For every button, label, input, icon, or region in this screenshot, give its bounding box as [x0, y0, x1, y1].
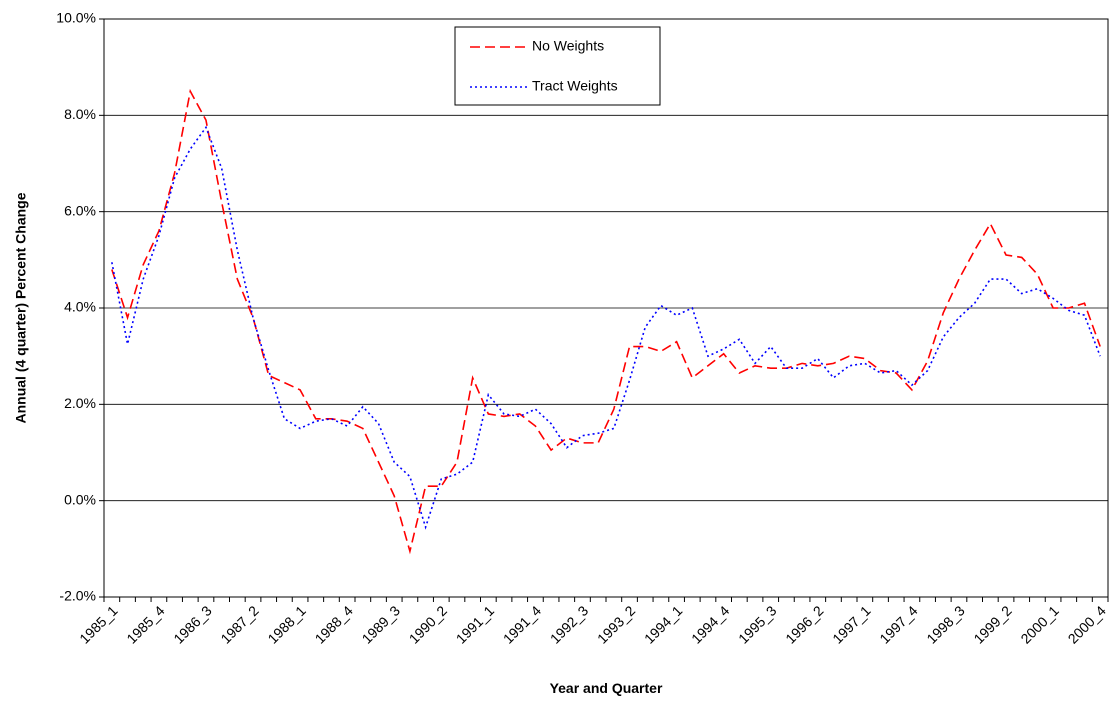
x-tick-label: 1989_3	[359, 602, 403, 646]
x-tick-label: 1994_4	[688, 602, 732, 646]
legend-label: No Weights	[532, 38, 604, 54]
x-tick-label: 1986_3	[170, 602, 214, 646]
x-tick-label: 1990_2	[406, 602, 450, 646]
x-tick-label: 1988_4	[312, 602, 356, 646]
x-tick-label: 1985_1	[76, 602, 120, 646]
y-axis-title: Annual (4 quarter) Percent Change	[13, 192, 29, 423]
y-tick-label: -2.0%	[59, 588, 96, 604]
legend-box	[454, 26, 661, 106]
y-tick-label: 8.0%	[64, 106, 96, 122]
x-tick-label: 1995_3	[735, 602, 779, 646]
data-line	[111, 125, 1101, 530]
x-tick-label: 1988_1	[264, 602, 308, 646]
x-tick-label: 1991_1	[453, 602, 497, 646]
x-tick-label: 1997_4	[876, 602, 920, 646]
x-tick-label: 1997_1	[829, 602, 873, 646]
x-tick-label: 1987_2	[217, 602, 261, 646]
x-tick-label: 2000_1	[1017, 602, 1061, 646]
x-axis-title: Year and Quarter	[550, 680, 663, 696]
legend-label: Tract Weights	[532, 78, 618, 94]
x-tick-label: 2000_4	[1065, 602, 1109, 646]
x-tick-label: 1992_3	[547, 602, 591, 646]
y-tick-label: 2.0%	[64, 395, 96, 411]
x-tick-label: 1999_2	[970, 602, 1014, 646]
y-tick-label: 0.0%	[64, 491, 96, 507]
y-tick-label: 4.0%	[64, 299, 96, 315]
y-tick-label: 10.0%	[56, 10, 96, 26]
data-line	[111, 88, 1101, 555]
x-tick-label: 1985_4	[123, 602, 167, 646]
x-tick-label: 1993_2	[594, 602, 638, 646]
x-tick-label: 1994_1	[641, 602, 685, 646]
x-tick-label: 1996_2	[782, 602, 826, 646]
y-tick-label: 6.0%	[64, 202, 96, 218]
x-tick-label: 1991_4	[500, 602, 544, 646]
x-tick-label: 1998_3	[923, 602, 967, 646]
